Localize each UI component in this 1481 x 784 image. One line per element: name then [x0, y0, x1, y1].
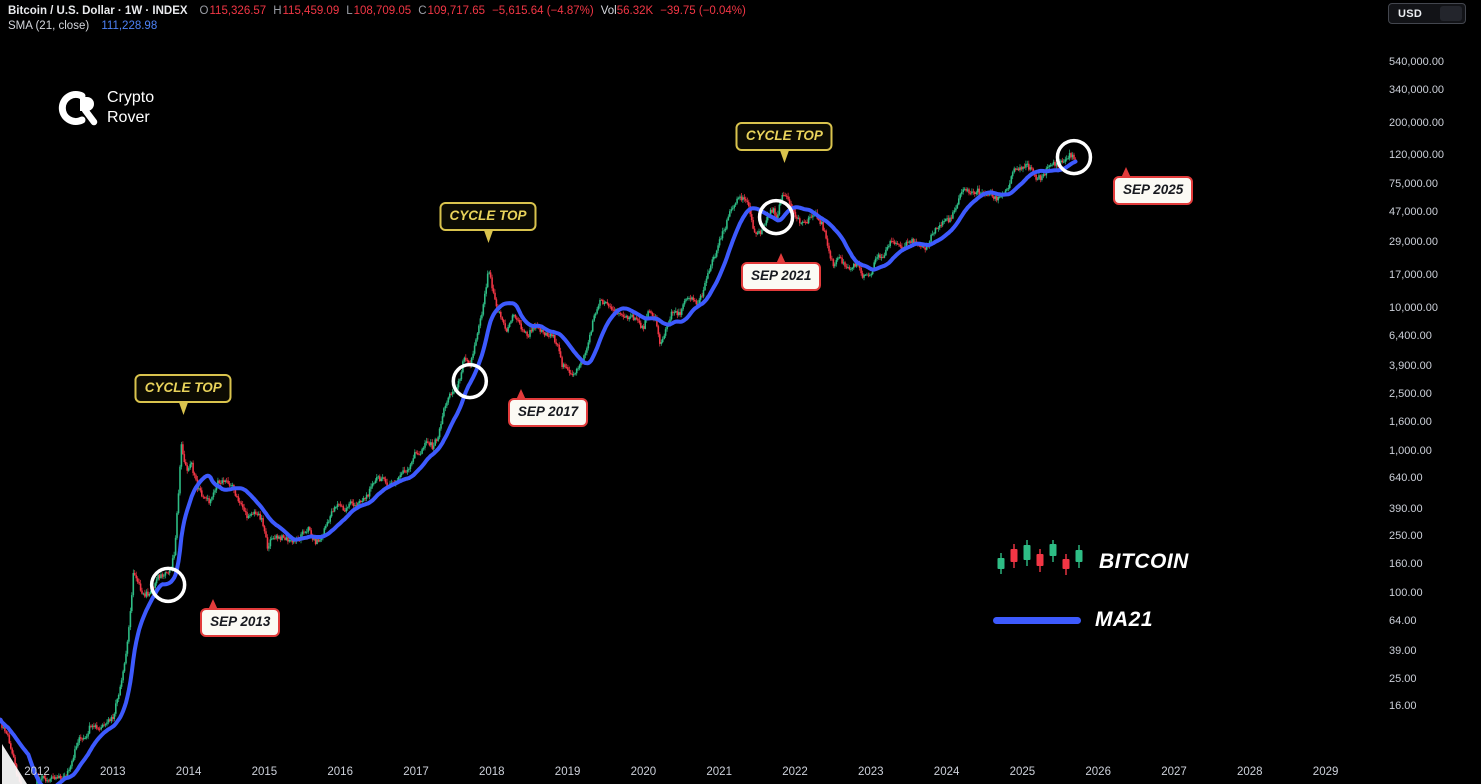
- price-axis-label: 64.00: [1389, 614, 1417, 627]
- high-number: 115,459.09: [282, 5, 340, 17]
- logo-name-line1: Crypto: [107, 89, 155, 106]
- price-axis-label: 1,000.00: [1389, 444, 1432, 457]
- time-axis-label: 2019: [554, 766, 581, 778]
- volume-value: Vol56.32K: [601, 5, 653, 17]
- cycle-marker-circle: [1055, 138, 1093, 176]
- price-axis-label: 25.00: [1389, 672, 1417, 685]
- price-axis-label: 390.00: [1389, 502, 1423, 515]
- symbol-title[interactable]: Bitcoin / U.S. Dollar · 1W · INDEX: [8, 5, 188, 17]
- time-axis-label: 2024: [933, 766, 960, 778]
- cycle-marker-circle: [451, 362, 489, 400]
- price-axis-label: 640.00: [1389, 472, 1423, 485]
- logo-name: Crypto Rover: [107, 88, 154, 127]
- legend-bitcoin-row: BITCOIN: [993, 538, 1189, 586]
- down-candle-wicks: [0, 151, 1076, 784]
- close-number: 109,717.65: [427, 5, 486, 17]
- time-axis-label: 2023: [858, 766, 884, 778]
- open-label: O: [199, 5, 209, 17]
- low-value: L108,709.05: [346, 5, 411, 17]
- time-axis-label: 2026: [1085, 766, 1111, 778]
- price-axis-label: 16.00: [1389, 700, 1417, 713]
- time-axis-label: 2027: [1161, 766, 1187, 778]
- chart-legend: BITCOIN MA21: [993, 538, 1189, 632]
- currency-label: USD: [1398, 7, 1423, 20]
- volume-change: −39.75 (−0.04%): [660, 5, 746, 17]
- currency-chip: [1440, 6, 1462, 21]
- cycle-marker-circles: [149, 138, 1093, 604]
- legend-bitcoin-label: BITCOIN: [1099, 550, 1189, 573]
- cycle-marker-circle: [149, 566, 187, 604]
- indicator-name[interactable]: SMA (21, close): [8, 20, 90, 32]
- price-axis-label: 39.00: [1389, 645, 1417, 658]
- price-axis-label: 120,000.00: [1389, 148, 1445, 161]
- time-axis-label: 2014: [175, 766, 202, 778]
- legend-ma-label: MA21: [1095, 608, 1154, 631]
- price-axis-label: 17,000.00: [1389, 269, 1438, 282]
- price-axis-label: 540,000.00: [1389, 55, 1445, 68]
- low-number: 108,709.05: [353, 5, 412, 17]
- open-number: 115,326.57: [209, 5, 267, 17]
- close-value: C109,717.65: [418, 5, 485, 17]
- price-axis-label: 3,900.00: [1389, 360, 1432, 373]
- watermark-shape: [2, 744, 27, 784]
- cycle-marker-circle: [757, 198, 795, 236]
- price-axis-label: 47,000.00: [1389, 206, 1438, 219]
- time-axis-label: 2015: [251, 766, 278, 778]
- high-label: H: [273, 5, 282, 17]
- ma-line-sample: [993, 616, 1081, 624]
- price-axis-label: 2,500.00: [1389, 387, 1432, 400]
- legend-ma-row: MA21: [993, 608, 1189, 632]
- volume-label: Vol: [600, 5, 617, 17]
- high-value: H115,459.09: [273, 5, 339, 17]
- currency-button[interactable]: USD: [1388, 3, 1466, 24]
- time-axis-label: 2022: [782, 766, 808, 778]
- volume-number: 56.32K: [616, 5, 654, 17]
- close-label: C: [418, 5, 427, 17]
- indicator-row: SMA (21, close) 111,228.98: [8, 20, 746, 32]
- time-axis-label: 2029: [1312, 766, 1339, 778]
- time-axis-label: 2017: [403, 766, 429, 778]
- low-label: L: [346, 5, 353, 17]
- time-axis-label: 2012: [24, 766, 50, 778]
- price-axis-label: 250.00: [1389, 530, 1423, 543]
- down-candle-bodies: [0, 153, 1077, 784]
- price-axis-label: 10,000.00: [1389, 302, 1438, 315]
- price-axis-label: 200,000.00: [1389, 116, 1445, 129]
- price-axis-label: 75,000.00: [1389, 177, 1438, 190]
- up-candle-bodies: [2, 153, 1074, 784]
- price-axis-label: 340,000.00: [1389, 84, 1445, 97]
- symbol-header: Bitcoin / U.S. Dollar · 1W · INDEX O115,…: [8, 5, 746, 32]
- time-axis-label: 2013: [100, 766, 126, 778]
- price-axis-label: 160.00: [1389, 557, 1423, 570]
- crypto-rover-logo: Crypto Rover: [52, 88, 154, 127]
- ohlc-row: Bitcoin / U.S. Dollar · 1W · INDEX O115,…: [8, 5, 746, 17]
- time-axis-label: 2021: [706, 766, 732, 778]
- indicator-value: 111,228.98: [101, 20, 158, 32]
- time-axis-label: 2025: [1009, 766, 1036, 778]
- price-axis-label: 1,600.00: [1389, 415, 1432, 428]
- change-value: −5,615.64 (−4.87%): [492, 5, 594, 17]
- time-axis[interactable]: 2012 2013 2014 2015 2016 2017 2018 2019 2020 2021…: [0, 763, 1385, 784]
- price-axis-label: 6,400.00: [1389, 329, 1432, 342]
- time-axis-label: 2016: [327, 766, 353, 778]
- open-value: O115,326.57: [200, 5, 267, 17]
- ma21-line: [0, 159, 1078, 784]
- price-axis-label: 29,000.00: [1389, 236, 1438, 249]
- time-axis-label: 2020: [630, 766, 657, 778]
- candlestick-icon: [997, 540, 1083, 575]
- crypto-rover-monogram-icon: [58, 90, 98, 125]
- price-axis[interactable]: 540,000.00 340,000.00 200,000.00 120,000.00…: [1385, 0, 1481, 784]
- price-axis-label: 100.00: [1389, 586, 1423, 599]
- logo-name-line2: Rover: [107, 108, 150, 126]
- time-axis-label: 2018: [479, 766, 505, 778]
- time-axis-label: 2028: [1237, 766, 1263, 778]
